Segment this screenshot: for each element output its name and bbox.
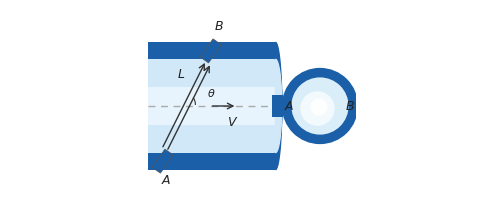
Circle shape	[292, 77, 348, 135]
Bar	[272, 95, 283, 117]
Text: V: V	[226, 116, 235, 130]
Polygon shape	[152, 149, 173, 173]
Text: A: A	[285, 99, 294, 113]
Text: L: L	[178, 68, 184, 81]
Circle shape	[300, 91, 334, 126]
Polygon shape	[200, 39, 222, 63]
Text: θ: θ	[208, 89, 214, 99]
Bar	[148, 59, 276, 153]
Bar	[148, 153, 276, 170]
Circle shape	[283, 69, 357, 143]
Bar	[148, 42, 276, 59]
Bar	[357, 95, 368, 117]
Polygon shape	[276, 59, 282, 153]
Polygon shape	[276, 42, 282, 170]
Text: B: B	[215, 20, 224, 33]
Bar	[148, 87, 276, 125]
Circle shape	[310, 98, 328, 116]
Text: B: B	[346, 99, 354, 113]
Text: A: A	[162, 174, 170, 187]
